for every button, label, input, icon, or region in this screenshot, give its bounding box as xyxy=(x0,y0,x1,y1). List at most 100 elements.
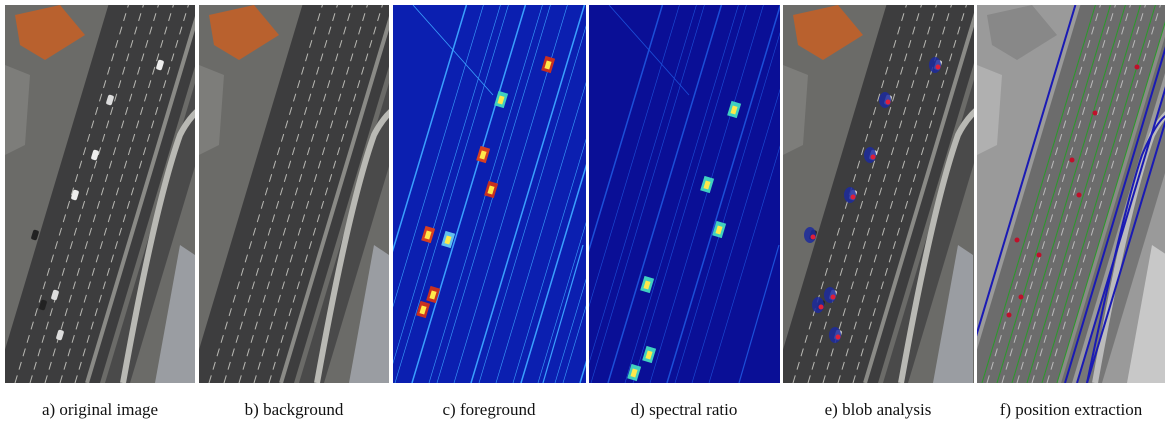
lane-line xyxy=(223,5,338,383)
car xyxy=(31,229,39,241)
edge-line xyxy=(512,138,586,383)
edge-line xyxy=(708,145,780,383)
car xyxy=(156,59,164,71)
building xyxy=(199,65,224,155)
blob-core xyxy=(730,105,738,115)
blob-core xyxy=(497,95,505,105)
road-boundary xyxy=(977,5,1077,337)
edge-line xyxy=(478,25,586,383)
edge-line xyxy=(607,5,723,383)
lane-center xyxy=(996,5,1111,383)
ground xyxy=(589,5,780,383)
lane-center xyxy=(981,5,1096,383)
image-original xyxy=(5,5,195,383)
blob-core xyxy=(419,305,427,315)
edge-line xyxy=(562,305,586,383)
edge-line xyxy=(674,31,780,383)
edge-line xyxy=(738,244,780,383)
road xyxy=(199,5,389,383)
caption: d) spectral ratio xyxy=(630,400,738,419)
median xyxy=(1057,22,1165,383)
lane-center xyxy=(1056,21,1165,383)
car xyxy=(51,289,59,301)
blob-core xyxy=(715,225,723,235)
blob-center xyxy=(818,304,824,310)
lane-line xyxy=(822,5,937,383)
lane-line xyxy=(1001,5,1116,383)
edge-line xyxy=(520,163,586,383)
lane-line xyxy=(14,5,129,383)
median xyxy=(279,16,389,383)
blob-core xyxy=(444,235,452,245)
building xyxy=(977,65,1002,155)
caption: b) background xyxy=(244,400,344,419)
edge-line xyxy=(393,5,484,308)
blob-core xyxy=(630,368,638,378)
building xyxy=(783,65,808,155)
image-spectral-ratio xyxy=(589,5,780,383)
edge-line xyxy=(632,5,747,383)
blob-center xyxy=(850,194,856,200)
ramp-curve xyxy=(120,109,195,383)
edge-line xyxy=(542,244,584,383)
roof xyxy=(987,5,1057,60)
blob-core xyxy=(424,230,432,240)
vehicle-position xyxy=(1092,110,1098,116)
blob-core xyxy=(645,350,653,360)
vehicle-position xyxy=(1036,252,1042,258)
ramp-curve xyxy=(898,108,974,383)
caption: e) blob analysis xyxy=(824,400,932,419)
building xyxy=(933,245,973,383)
lane-line xyxy=(29,5,144,383)
lane-line xyxy=(1031,5,1146,383)
blob-core xyxy=(487,185,495,195)
road xyxy=(5,5,195,383)
median xyxy=(85,16,195,383)
vehicle-position xyxy=(1076,192,1082,198)
building xyxy=(1127,245,1165,383)
vehicle-position xyxy=(1069,157,1075,163)
ramp-curve xyxy=(314,109,389,383)
edge-line xyxy=(470,5,586,383)
edge-line xyxy=(666,5,780,383)
vehicle-position xyxy=(1134,64,1140,70)
edge-line xyxy=(393,5,468,253)
caption: f) position extraction xyxy=(999,400,1143,419)
edge-line xyxy=(537,221,586,383)
image-background xyxy=(199,5,389,383)
vehicle-position xyxy=(1006,312,1012,318)
blob-core xyxy=(643,280,651,290)
roof xyxy=(15,5,85,60)
lane-line xyxy=(74,5,189,383)
vehicle-position xyxy=(1014,237,1020,243)
edge-line xyxy=(649,5,764,383)
edge-line xyxy=(554,278,586,383)
lane-line xyxy=(253,5,368,383)
lane-line xyxy=(807,5,922,383)
blob-center xyxy=(935,64,941,70)
roof xyxy=(793,5,863,60)
road-boundary xyxy=(1086,119,1165,383)
blob-center xyxy=(870,154,876,160)
edge-line xyxy=(589,5,664,253)
blob-core xyxy=(429,290,437,300)
lane-center xyxy=(1026,5,1141,383)
edge-line xyxy=(412,5,494,96)
lane-line xyxy=(44,5,159,383)
lane-line xyxy=(1016,5,1131,383)
image-blob-analysis xyxy=(783,5,974,383)
caption: a) original image xyxy=(41,400,159,419)
lane-line xyxy=(59,5,174,383)
car xyxy=(91,149,99,161)
lane-line xyxy=(986,5,1101,383)
car xyxy=(56,329,64,341)
image-position-extraction xyxy=(977,5,1165,383)
edge-line xyxy=(495,81,586,383)
median xyxy=(863,12,974,383)
car xyxy=(39,299,47,311)
edge-line xyxy=(691,88,780,383)
roof xyxy=(209,5,279,60)
edge-line xyxy=(590,5,705,383)
image-foreground xyxy=(393,5,586,383)
